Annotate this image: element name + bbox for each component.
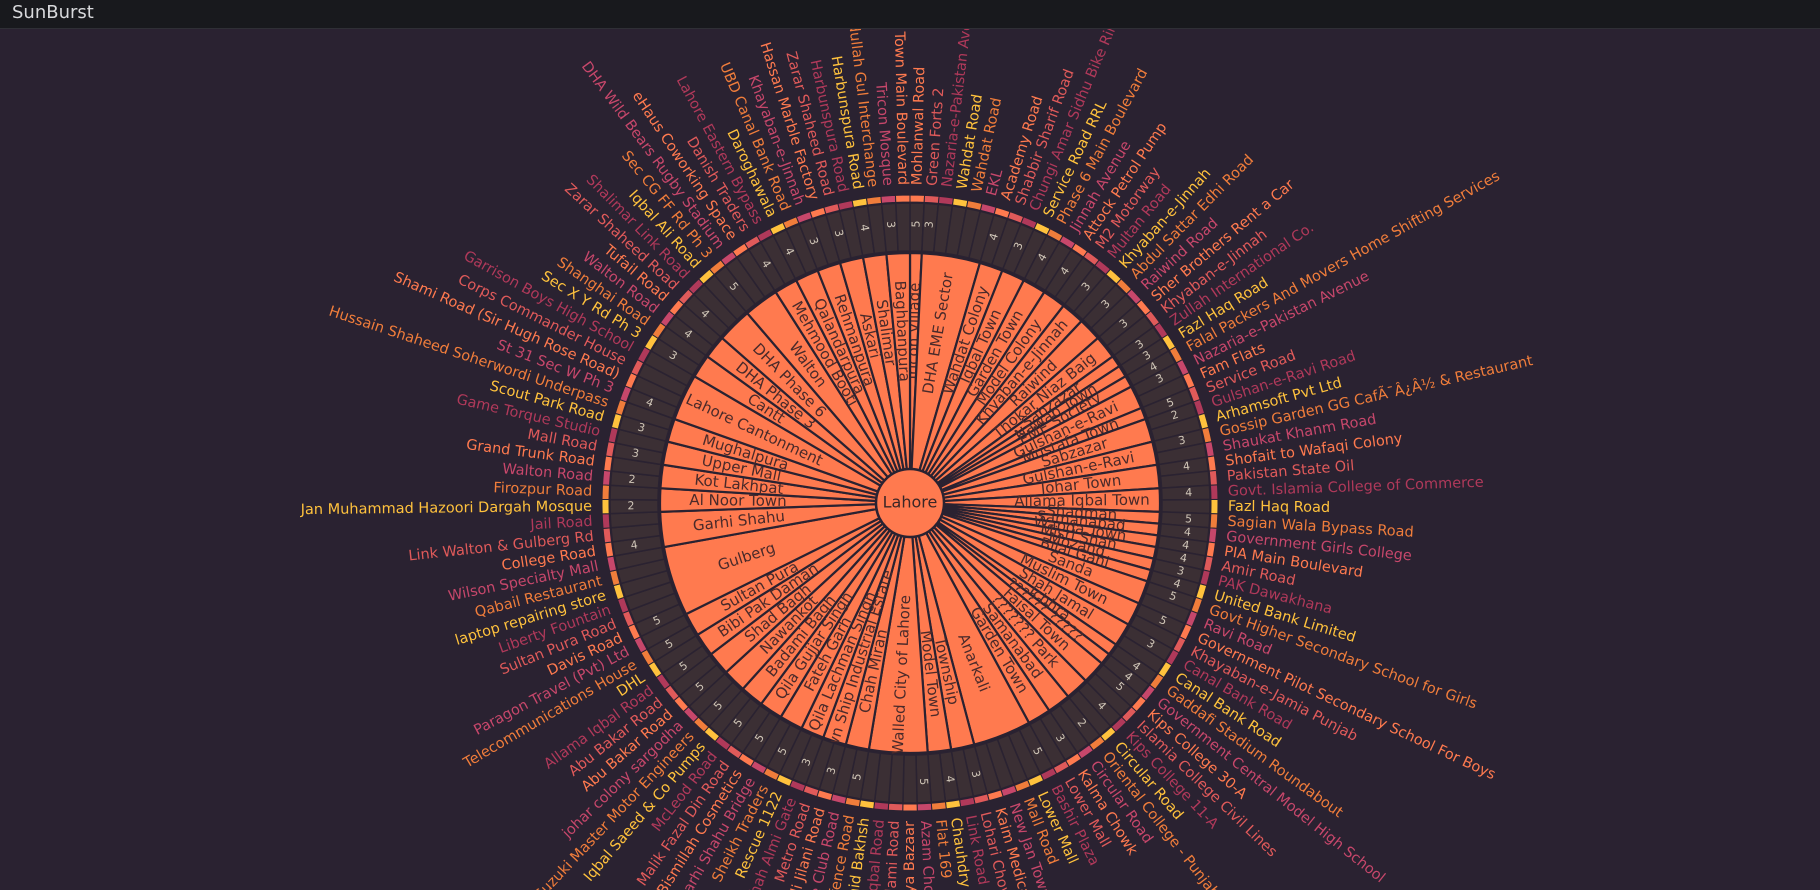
- leaf-band[interactable]: [916, 802, 933, 812]
- rating-label: 5: [1165, 395, 1176, 410]
- area-label: Baghbanpura: [891, 280, 914, 382]
- rating-label: 3: [806, 236, 821, 247]
- area-label: Al Noor Town: [689, 491, 786, 510]
- rating-label: 5: [1157, 613, 1169, 628]
- leaf-label: Firozpur Road: [493, 480, 592, 499]
- leaf-label: Jubilee Town Main Boulevard: [890, 29, 911, 185]
- rating-label: 4: [1182, 459, 1191, 473]
- rating-label: 3: [631, 446, 640, 460]
- leaf-label: EKL: [984, 168, 1006, 198]
- leaf-band[interactable]: [1210, 498, 1219, 515]
- rating-label: 3: [1177, 433, 1187, 447]
- rating-label: 5: [917, 778, 930, 786]
- leaf-band[interactable]: [923, 194, 940, 204]
- leaf-label: Fazl Haq Road: [1228, 499, 1330, 516]
- leaf-label: Flat 169: [932, 819, 954, 879]
- leaf-label: Naya Bazaar: [902, 821, 918, 890]
- leaf-band[interactable]: [873, 801, 890, 811]
- leaf-label: Alami Road: [883, 820, 903, 890]
- leaf-band[interactable]: [944, 799, 962, 810]
- rating-label: 5: [1167, 589, 1178, 604]
- rating-label: 5: [910, 220, 923, 227]
- leaf-band[interactable]: [902, 803, 918, 812]
- rating-label: 4: [1181, 538, 1190, 552]
- rating-label: 4: [1185, 486, 1192, 499]
- leaf-band[interactable]: [858, 799, 876, 810]
- leaf-band[interactable]: [930, 801, 947, 811]
- leaf-band[interactable]: [1207, 527, 1218, 544]
- leaf-band[interactable]: [937, 195, 955, 206]
- sunburst-chart: Iricon Village DHA EME Sector Wahdat Colon…: [0, 29, 1820, 890]
- leaf-label: Jail Road: [529, 514, 593, 534]
- leaf-label: Tricon Mosque: [872, 81, 895, 187]
- leaf-label: Azam Chowk: [917, 820, 937, 890]
- rating-label: 2: [627, 499, 634, 512]
- leaf-band[interactable]: [602, 469, 612, 486]
- leaf-band[interactable]: [601, 484, 611, 500]
- rating-label: 4: [782, 245, 797, 257]
- leaf-band[interactable]: [1208, 469, 1218, 486]
- rating-label: 5: [651, 613, 663, 628]
- leaf-band[interactable]: [601, 513, 611, 529]
- rating-label: 4: [1179, 551, 1188, 565]
- leaf-label: Jan Muhammad Hazoori Dargah Mosque: [300, 499, 593, 518]
- rating-label: 3: [824, 766, 838, 776]
- rating-label: 3: [1011, 240, 1026, 252]
- leaf-label: Mohlanwal Road: [910, 66, 929, 185]
- panel-title: SunBurst: [12, 2, 94, 23]
- rating-label: 4: [1172, 576, 1182, 590]
- rating-ring: 5 343443333343523445444345534454235345533…: [609, 202, 1211, 804]
- leaf-band[interactable]: [1206, 455, 1217, 472]
- rating-label: 4: [987, 232, 1002, 243]
- rating-label: 4: [858, 223, 872, 232]
- leaf-band[interactable]: [1209, 513, 1219, 529]
- area-label: Allama Iqbal Town: [1014, 491, 1150, 511]
- rating-label: 3: [832, 228, 846, 238]
- leaf-band[interactable]: [887, 802, 904, 812]
- rating-label: 4: [644, 395, 655, 410]
- rating-label: 3: [969, 769, 983, 779]
- leaf-band[interactable]: [602, 527, 613, 544]
- rating-label: 5: [850, 772, 864, 781]
- leaf-label: Walton Road: [502, 461, 594, 484]
- root-node[interactable]: [874, 467, 946, 539]
- rating-label: 2: [628, 473, 636, 487]
- rating-cell[interactable]: [902, 754, 918, 804]
- root-label: Lahore: [883, 493, 938, 512]
- rating-label: 3: [884, 221, 897, 229]
- rating-cell[interactable]: [895, 202, 911, 253]
- leaf-band[interactable]: [909, 194, 926, 203]
- outer-ring: [601, 194, 1219, 812]
- rating-label: 4: [1183, 525, 1191, 539]
- rating-label: 3: [1176, 564, 1186, 578]
- rating-label: 4: [630, 538, 639, 552]
- leaf-band[interactable]: [601, 498, 610, 515]
- rating-label: 3: [636, 420, 646, 434]
- panel-header: SunBurst: [0, 0, 1820, 29]
- leaf-band[interactable]: [1209, 484, 1219, 500]
- rating-label: 4: [943, 775, 957, 784]
- leaf-band[interactable]: [1205, 541, 1216, 558]
- rating-label: 3: [923, 221, 936, 229]
- leaf-band[interactable]: [865, 195, 883, 206]
- leaf-label: Green Forts 2: [925, 87, 948, 186]
- leaf-band[interactable]: [894, 194, 911, 203]
- leaf-band[interactable]: [880, 194, 897, 204]
- rating-label: 3: [799, 756, 814, 767]
- leaf-band[interactable]: [603, 455, 614, 472]
- leaf-band[interactable]: [604, 541, 615, 558]
- rating-label: 2: [1169, 408, 1180, 423]
- rating-label: 5: [1185, 512, 1193, 525]
